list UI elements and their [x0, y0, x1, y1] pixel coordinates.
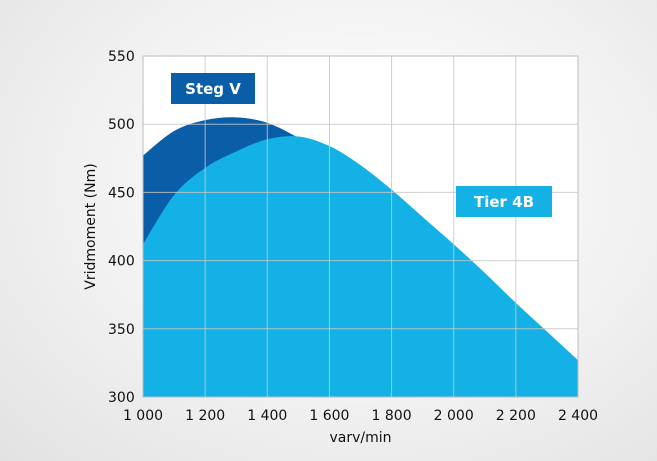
chart-areas: [143, 117, 578, 398]
x-tick-label: 1 400: [247, 408, 287, 424]
plot-frame: [142, 55, 579, 398]
y-tick-label: 450: [108, 185, 135, 201]
badge-tier-4b: [456, 186, 552, 217]
y-tick-label: 350: [108, 322, 135, 338]
badge-steg-v: [171, 73, 255, 104]
x-tick-label: 1 200: [185, 408, 225, 424]
x-tick-label: 2 400: [558, 408, 598, 424]
series-badges: Steg V Tier 4B: [171, 73, 552, 217]
x-tick-label: 1 000: [123, 408, 163, 424]
y-axis-label: Vridmoment (Nm): [83, 163, 99, 289]
y-tick-label: 500: [108, 117, 135, 133]
x-tick-label: 1 600: [309, 408, 349, 424]
y-tick-label: 400: [108, 254, 135, 270]
x-tick-label: 2 000: [434, 408, 474, 424]
chart-ticks: 1 000 1 200 1 400 1 600 1 800 2 000 2 200 2 400…: [108, 49, 598, 424]
x-tick-label: 1 800: [372, 408, 412, 424]
x-tick-label: 2 200: [496, 408, 536, 424]
y-tick-label: 300: [108, 390, 135, 406]
x-axis-label: varv/min: [329, 430, 391, 446]
area-tier-4b: [143, 136, 578, 397]
legend-label-tier-4b: Tier 4B: [474, 193, 534, 211]
y-tick-label: 550: [108, 49, 135, 65]
legend-label-steg-v: Steg V: [185, 80, 241, 98]
